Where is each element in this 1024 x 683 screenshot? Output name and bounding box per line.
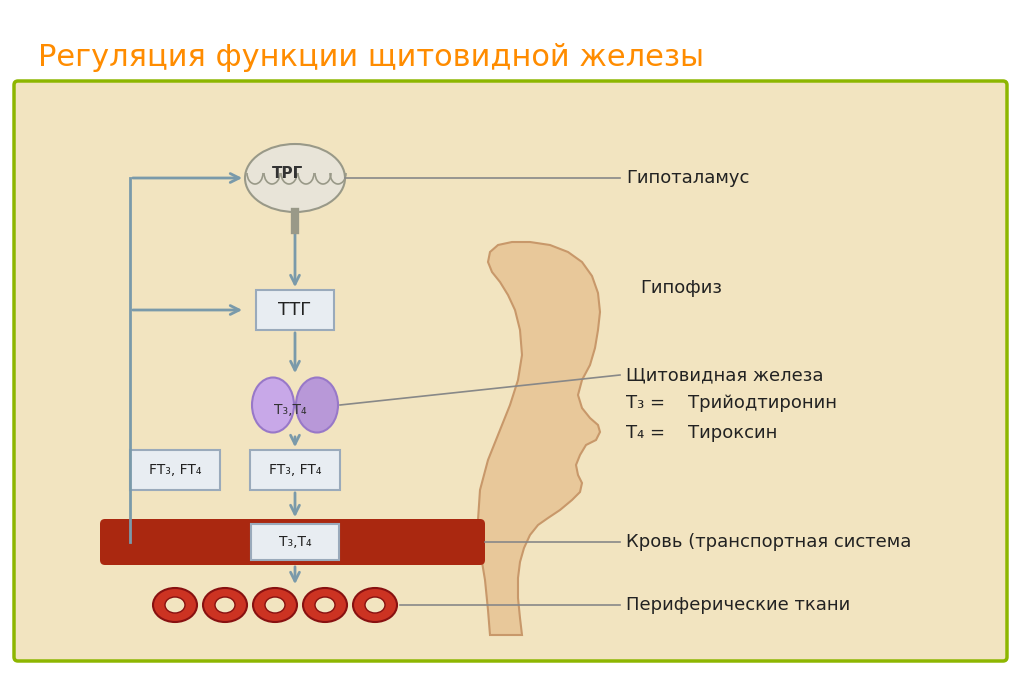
Text: Периферические ткани: Периферические ткани xyxy=(626,596,850,614)
Text: Т₃ =    Трийодтиронин: Т₃ = Трийодтиронин xyxy=(626,394,837,412)
Text: Т₄ =    Тироксин: Т₄ = Тироксин xyxy=(626,424,777,442)
Ellipse shape xyxy=(165,597,185,613)
Ellipse shape xyxy=(153,588,197,622)
Text: FT₃, FT₄: FT₃, FT₄ xyxy=(148,463,202,477)
Ellipse shape xyxy=(215,597,234,613)
Ellipse shape xyxy=(303,588,347,622)
Text: Гипоталамус: Гипоталамус xyxy=(626,169,750,187)
Text: ТРГ: ТРГ xyxy=(271,165,303,180)
FancyBboxPatch shape xyxy=(256,290,334,330)
Text: ТТГ: ТТГ xyxy=(279,301,311,319)
FancyBboxPatch shape xyxy=(100,519,485,565)
Text: Т₃,Т₄: Т₃,Т₄ xyxy=(273,403,306,417)
Text: Кровь (транспортная система: Кровь (транспортная система xyxy=(626,533,911,551)
Text: Щитовидная железа: Щитовидная железа xyxy=(626,366,823,384)
Text: FT₃, FT₄: FT₃, FT₄ xyxy=(268,463,322,477)
FancyBboxPatch shape xyxy=(130,450,220,490)
Ellipse shape xyxy=(252,378,294,432)
Text: Регуляция функции щитовидной железы: Регуляция функции щитовидной железы xyxy=(38,44,705,72)
Ellipse shape xyxy=(245,144,345,212)
Ellipse shape xyxy=(365,597,385,613)
Text: Т₃,Т₄: Т₃,Т₄ xyxy=(279,535,311,549)
Ellipse shape xyxy=(203,588,247,622)
FancyBboxPatch shape xyxy=(14,81,1007,661)
Ellipse shape xyxy=(315,597,335,613)
FancyBboxPatch shape xyxy=(250,450,340,490)
Polygon shape xyxy=(478,242,600,635)
Text: Гипофиз: Гипофиз xyxy=(640,279,722,297)
Ellipse shape xyxy=(265,597,285,613)
Ellipse shape xyxy=(353,588,397,622)
Ellipse shape xyxy=(253,588,297,622)
FancyBboxPatch shape xyxy=(251,524,339,560)
Ellipse shape xyxy=(296,378,338,432)
